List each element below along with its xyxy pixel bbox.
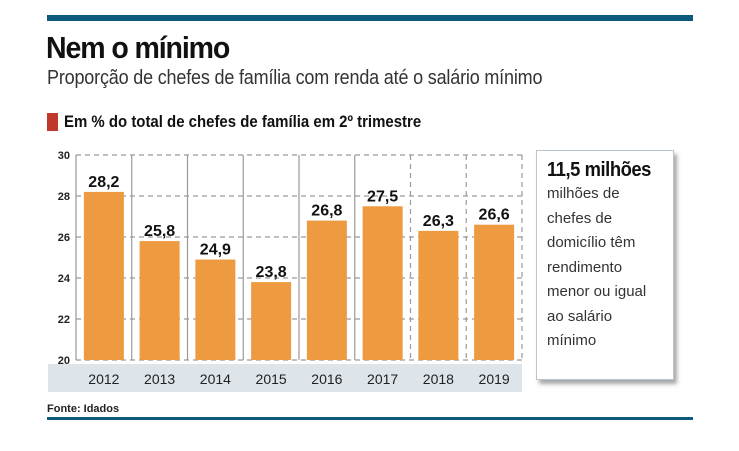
info-box: 11,5 milhões milhões de chefes de domicí… [536,150,674,380]
value-label: 24,9 [200,242,231,259]
x-tick-label: 2018 [423,371,454,387]
info-line: milhões de [547,185,620,202]
y-tick-label: 20 [58,355,70,367]
legend-swatch [47,113,58,131]
value-label: 27,5 [367,188,398,205]
bar [418,230,459,360]
x-tick-label: 2016 [311,371,342,387]
info-line: ao salário [547,307,613,325]
chart-subtitle: Proporção de chefes de família com renda… [47,67,543,89]
bar [474,224,515,360]
info-line: menor ou igual [547,283,647,300]
year-band [48,364,522,392]
bar [139,241,180,360]
bar [83,191,124,360]
top-rule [47,15,693,21]
legend: Em % do total de chefes de família em 2º… [47,112,470,132]
info-headline: 11,5 milhões [547,159,651,181]
value-label: 28,2 [88,174,119,191]
info-line: rendimento [547,258,623,276]
y-tick-label: 30 [58,150,70,162]
x-tick-label: 2013 [144,371,175,387]
info-line: chefes de [547,209,613,227]
y-tick-label: 26 [58,232,70,244]
source-note: Fonte: Idados [47,403,120,415]
bottom-rule [47,417,693,420]
value-label: 26,6 [479,207,510,224]
bar [195,259,236,360]
value-label: 26,8 [311,203,342,220]
y-tick-label: 24 [58,273,71,285]
legend-label: Em % do total de chefes de família em 2º… [64,112,422,131]
chart-title: Nem o mínimo [46,30,230,65]
info-line: mínimo [547,332,597,349]
x-tick-label: 2019 [479,371,510,387]
x-tick-label: 2015 [256,371,287,387]
bar [251,282,292,360]
x-tick-label: 2014 [200,371,231,387]
y-tick-label: 22 [58,314,70,326]
x-tick-label: 2017 [367,371,398,387]
y-tick-label: 28 [58,191,70,203]
bar [306,220,347,360]
value-label: 25,8 [144,223,175,240]
value-label: 23,8 [256,264,287,281]
value-label: 26,3 [423,213,454,230]
info-line: domicílio têm [547,234,636,251]
x-tick-label: 2012 [88,371,119,387]
bar [362,206,403,360]
